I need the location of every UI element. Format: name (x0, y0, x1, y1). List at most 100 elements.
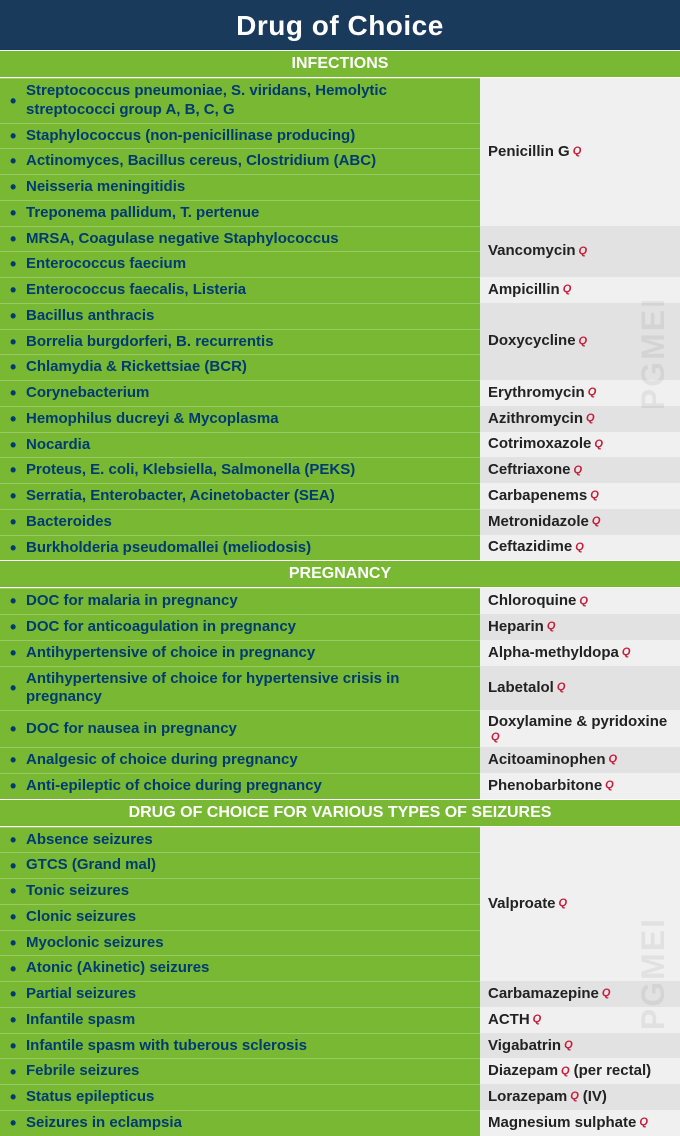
merged-group: Absence seizuresGTCS (Grand mal)Tonic se… (0, 827, 680, 982)
indication-cell: Streptococcus pneumoniae, S. viridans, H… (0, 78, 480, 123)
indication-cell: Antihypertensive of choice for hypertens… (0, 666, 480, 711)
drug-name: Ceftazidime (488, 538, 572, 556)
drug-name: Valproate (488, 895, 556, 913)
table-row: Antihypertensive of choice in pregnancyA… (0, 640, 680, 666)
table-row: Enterococcus faecalis, ListeriaAmpicilli… (0, 277, 680, 303)
q-marker: Q (570, 1090, 579, 1103)
indication-cell: Enterococcus faecalis, Listeria (0, 277, 480, 303)
merged-group: Streptococcus pneumoniae, S. viridans, H… (0, 78, 680, 226)
drug-cell: CarbamazepineQ (480, 981, 680, 1007)
section-grid: DOC for malaria in pregnancyChloroquineQ… (0, 588, 680, 798)
q-marker: Q (622, 646, 631, 659)
table-row: Hemophilus ducreyi & MycoplasmaAzithromy… (0, 406, 680, 432)
drug-cell: PhenobarbitoneQ (480, 773, 680, 799)
drug-name: Carbapenems (488, 487, 587, 505)
section-grid: Absence seizuresGTCS (Grand mal)Tonic se… (0, 827, 680, 1136)
indication-cell: Analgesic of choice during pregnancy (0, 747, 480, 773)
q-marker: Q (575, 541, 584, 554)
q-marker: Q (602, 987, 611, 1000)
drug-name: Alpha-methyldopa (488, 644, 619, 662)
drug-name: Diazepam (488, 1062, 558, 1080)
indication-cell: Serratia, Enterobacter, Acinetobacter (S… (0, 483, 480, 509)
section-header: PREGNANCY (0, 560, 680, 588)
indication-cell: Bacillus anthracis (0, 303, 480, 329)
drug-name: Ceftriaxone (488, 461, 571, 479)
indication-cell: Neisseria meningitidis (0, 174, 480, 200)
drug-cell: VigabatrinQ (480, 1033, 680, 1059)
q-marker: Q (573, 145, 582, 158)
indication-cell: Nocardia (0, 432, 480, 458)
table-row: Anti-epileptic of choice during pregnanc… (0, 773, 680, 799)
sections-container: INFECTIONSStreptococcus pneumoniae, S. v… (0, 50, 680, 1136)
drug-cell: Alpha-methyldopaQ (480, 640, 680, 666)
q-marker: Q (559, 897, 568, 910)
drug-name: ACTH (488, 1011, 530, 1029)
indication-cell: DOC for anticoagulation in pregnancy (0, 614, 480, 640)
indication-cell: Status epilepticus (0, 1084, 480, 1110)
indication-cell: Infantile spasm with tuberous sclerosis (0, 1033, 480, 1059)
indication-cell: Proteus, E. coli, Klebsiella, Salmonella… (0, 457, 480, 483)
drug-name: Doxylamine & pyridoxine (488, 713, 667, 731)
indication-cell: Staphylococcus (non-penicillinase produc… (0, 123, 480, 149)
indication-cell: DOC for nausea in pregnancy (0, 710, 480, 747)
table-row: Burkholderia pseudomallei (meliodosis)Ce… (0, 535, 680, 561)
table-row: NocardiaCotrimoxazoleQ (0, 432, 680, 458)
indication-cell: Atonic (Akinetic) seizures (0, 955, 480, 981)
q-marker: Q (594, 438, 603, 451)
q-marker: Q (592, 515, 601, 528)
q-marker: Q (561, 1065, 570, 1078)
drug-cell: Doxylamine & pyridoxineQ (480, 710, 680, 747)
drug-cell: CeftriaxoneQ (480, 457, 680, 483)
indication-cell: Seizures in eclampsia (0, 1110, 480, 1136)
table-row: DOC for anticoagulation in pregnancyHepa… (0, 614, 680, 640)
indication-cell: Treponema pallidum, T. pertenue (0, 200, 480, 226)
drug-cell: AmpicillinQ (480, 277, 680, 303)
merged-group: Bacillus anthracisBorrelia burgdorferi, … (0, 303, 680, 380)
q-marker: Q (574, 464, 583, 477)
indication-cell: Anti-epileptic of choice during pregnanc… (0, 773, 480, 799)
drug-name: Labetalol (488, 679, 554, 697)
drug-cell: DiazepamQ (per rectal) (480, 1058, 680, 1084)
indication-cell: Partial seizures (0, 981, 480, 1007)
q-marker: Q (491, 731, 500, 744)
drug-cell: CotrimoxazoleQ (480, 432, 680, 458)
indication-cell: Absence seizures (0, 827, 480, 853)
drug-cell: ACTHQ (480, 1007, 680, 1033)
drug-cell: CarbapenemsQ (480, 483, 680, 509)
q-marker: Q (579, 245, 588, 258)
drug-cell: ValproateQ (480, 827, 680, 982)
table-row: CorynebacteriumErythromycinQ (0, 380, 680, 406)
drug-name: Lorazepam (488, 1088, 567, 1106)
drug-name: Vigabatrin (488, 1037, 561, 1055)
drug-name: Magnesium sulphate (488, 1114, 636, 1132)
indication-cell: Enterococcus faecium (0, 251, 480, 277)
drug-cell: AzithromycinQ (480, 406, 680, 432)
drug-name: Cotrimoxazole (488, 435, 591, 453)
indication-cell: Bacteroides (0, 509, 480, 535)
merged-group: MRSA, Coagulase negative StaphylococcusE… (0, 226, 680, 278)
q-marker: Q (639, 1116, 648, 1129)
drug-cell: DoxycyclineQ (480, 303, 680, 380)
drug-cell: LabetalolQ (480, 666, 680, 711)
drug-cell: MetronidazoleQ (480, 509, 680, 535)
table-row: BacteroidesMetronidazoleQ (0, 509, 680, 535)
q-marker: Q (557, 681, 566, 694)
table-row: Seizures in eclampsia Magnesium sulphateQ (0, 1110, 680, 1136)
table-row: Proteus, E. coli, Klebsiella, Salmonella… (0, 457, 680, 483)
table-row: Infantile spasm with tuberous sclerosisV… (0, 1033, 680, 1059)
q-marker: Q (609, 753, 618, 766)
table-row: Status epilepticusLorazepamQ(IV) (0, 1084, 680, 1110)
drug-name: Metronidazole (488, 513, 589, 531)
drug-cell: LorazepamQ(IV) (480, 1084, 680, 1110)
q-marker: Q (547, 620, 556, 633)
indication-cell: Febrile seizures (0, 1058, 480, 1084)
table-row: DOC for nausea in pregnancyDoxylamine & … (0, 710, 680, 747)
drug-name: Ampicillin (488, 281, 560, 299)
drug-suffix: (per rectal) (574, 1062, 652, 1080)
drug-name: Penicillin G (488, 143, 570, 161)
drug-cell: HeparinQ (480, 614, 680, 640)
drug-name: Acitoaminophen (488, 751, 606, 769)
q-marker: Q (605, 779, 614, 792)
table-row: Infantile spasmACTHQ (0, 1007, 680, 1033)
indication-cell: Tonic seizures (0, 878, 480, 904)
